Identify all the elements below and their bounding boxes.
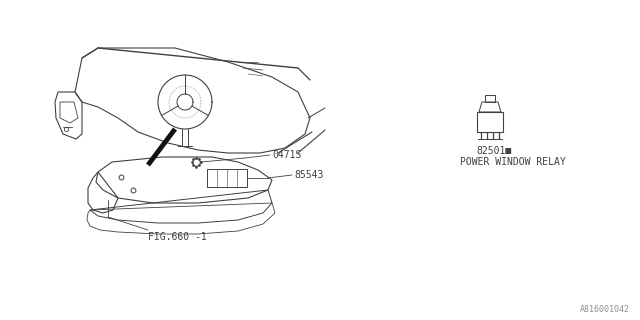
Text: FIG.660 -1: FIG.660 -1 — [148, 232, 207, 242]
Bar — [477, 112, 503, 132]
Bar — [485, 95, 495, 102]
Text: 0471S: 0471S — [272, 150, 301, 160]
Text: 85543: 85543 — [294, 170, 323, 180]
Text: POWER WINDOW RELAY: POWER WINDOW RELAY — [460, 157, 566, 167]
Bar — [207, 169, 247, 187]
Text: 82501■: 82501■ — [476, 146, 511, 156]
Text: A816001042: A816001042 — [580, 305, 630, 314]
